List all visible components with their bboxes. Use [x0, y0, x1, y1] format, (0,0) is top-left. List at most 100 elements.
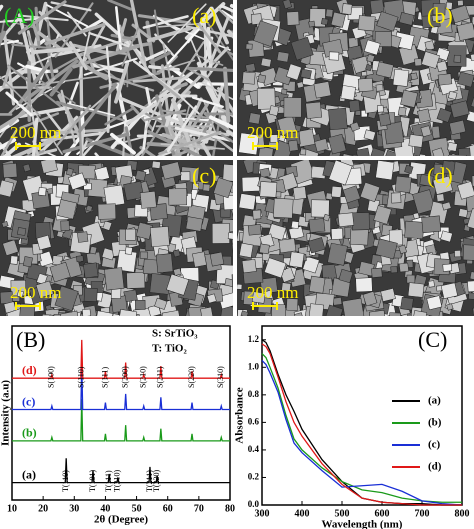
x-tick-label: 60 — [163, 503, 173, 514]
crystal — [457, 71, 474, 88]
crystal — [470, 97, 474, 110]
crystal — [248, 112, 261, 125]
crystal — [327, 242, 348, 266]
crystal — [432, 3, 446, 16]
crystal — [447, 141, 458, 152]
crystal — [424, 40, 435, 51]
crystal — [351, 212, 370, 231]
crystal — [283, 97, 302, 118]
crystal — [239, 242, 254, 258]
peak-label: S(200) — [120, 366, 129, 388]
data-line — [12, 339, 230, 379]
x-tick-label: 20 — [38, 503, 48, 514]
crystal — [227, 232, 233, 240]
note: S: SrTiO₃ — [152, 328, 198, 340]
crystal — [161, 309, 182, 316]
crystal — [147, 304, 162, 316]
rod — [197, 22, 222, 54]
rod — [29, 16, 40, 42]
crystal — [417, 108, 431, 123]
rod — [201, 82, 233, 101]
crystal — [398, 12, 415, 26]
crystal — [441, 201, 452, 211]
crystal — [446, 303, 454, 311]
crystal — [218, 292, 233, 310]
crystal — [442, 263, 453, 272]
crystal — [449, 100, 470, 119]
crystal — [431, 147, 446, 156]
crystal — [0, 179, 15, 198]
crystal — [151, 160, 161, 169]
x-axis-label: 2θ (Degree) — [94, 514, 148, 526]
peak-label: S(220) — [187, 366, 196, 388]
crystal — [289, 251, 305, 268]
crystal — [457, 181, 474, 200]
crystal — [241, 71, 256, 85]
crystal — [341, 297, 365, 316]
rod — [0, 111, 26, 130]
crystal — [252, 209, 262, 220]
crystal — [322, 213, 331, 222]
rod — [107, 0, 133, 11]
rod — [152, 14, 181, 33]
crystal — [222, 163, 233, 183]
crystal — [357, 15, 376, 32]
crystal — [271, 304, 286, 316]
crystal — [340, 153, 355, 156]
crystal — [378, 112, 392, 127]
crystal — [268, 105, 280, 117]
crystal — [332, 297, 343, 306]
crystal — [36, 272, 48, 286]
crystal — [22, 163, 31, 173]
panel-label: (B) — [16, 327, 45, 352]
rod — [0, 19, 6, 49]
note: T: TiO₂ — [152, 343, 187, 355]
crystal — [421, 215, 442, 234]
rod — [200, 142, 212, 156]
y-axis-label: Intensity (a.u) — [0, 380, 12, 446]
x-tick-label: 10 — [7, 503, 17, 514]
crystal — [340, 85, 356, 101]
crystal — [155, 253, 174, 274]
crystal — [200, 306, 214, 316]
crystal — [398, 262, 409, 273]
crystal — [286, 298, 299, 311]
crystal — [432, 175, 453, 195]
crystal — [466, 208, 474, 232]
crystal — [94, 310, 114, 316]
crystal — [307, 237, 326, 254]
rod — [130, 104, 155, 131]
crystal — [256, 87, 276, 110]
sem-image: (c) 200 nm — [0, 160, 233, 316]
rod — [78, 115, 83, 156]
crystal — [328, 107, 348, 131]
crystal — [314, 138, 329, 153]
crystal — [126, 272, 146, 289]
crystal — [412, 189, 436, 215]
crystal — [427, 280, 435, 288]
x-tick-label: 80 — [225, 503, 235, 514]
crystal — [369, 0, 385, 14]
series-label: (b) — [22, 426, 37, 440]
rod — [156, 59, 196, 73]
data-line — [12, 364, 230, 411]
crystal — [19, 303, 36, 316]
crystal — [290, 36, 314, 61]
rod — [50, 1, 92, 12]
rod — [153, 9, 160, 37]
crystal — [420, 125, 432, 138]
crystal — [342, 154, 359, 156]
crystal — [376, 105, 384, 113]
crystal — [245, 62, 256, 73]
crystal — [77, 231, 89, 243]
crystal — [384, 149, 398, 156]
rod — [209, 16, 230, 64]
crystal — [412, 310, 428, 316]
rod — [195, 54, 224, 66]
crystal — [264, 257, 287, 279]
scale-bar-label: 200 nm — [10, 283, 61, 302]
crystal — [97, 203, 117, 220]
crystal — [407, 282, 425, 298]
rod — [2, 65, 11, 88]
crystal — [374, 31, 392, 47]
